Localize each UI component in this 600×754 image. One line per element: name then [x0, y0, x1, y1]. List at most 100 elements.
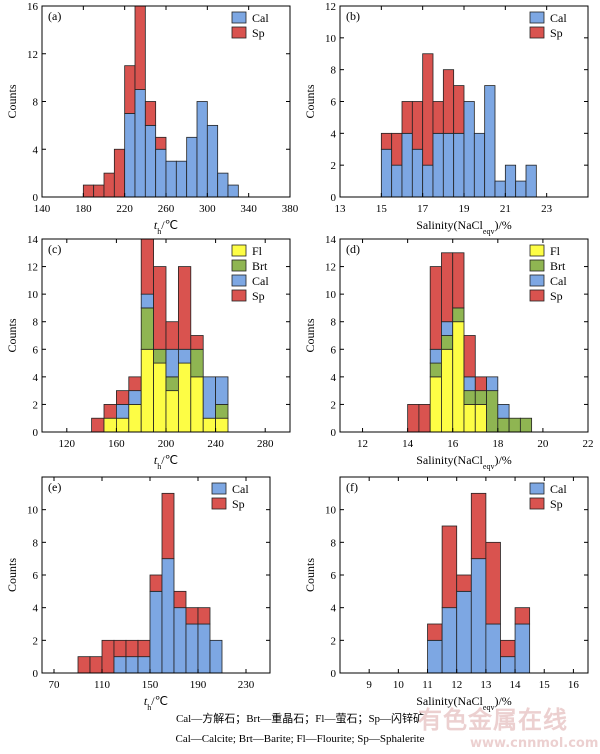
legend-label-cal: Cal — [252, 274, 269, 288]
legend-swatch-cal — [231, 11, 247, 24]
bar-fl-200 — [165, 390, 179, 433]
panel-label: (f) — [346, 480, 358, 494]
legend-swatch-sp — [211, 497, 227, 510]
y-tick-label: 4 — [331, 603, 337, 615]
bar-cal-14 — [514, 623, 531, 674]
panel-label: (a) — [48, 9, 61, 23]
bar-sp-240 — [144, 101, 157, 126]
x-tick-label: 10 — [393, 679, 405, 691]
x-tick-label: 23 — [541, 203, 553, 215]
x-tick-label: 200 — [158, 438, 175, 450]
bar-cal-200 — [165, 348, 179, 378]
bar-sp-210 — [177, 266, 192, 350]
y-tick-label: 4 — [331, 128, 337, 140]
bar-fl-220 — [190, 376, 204, 433]
bar-cal-200 — [209, 639, 223, 674]
bar-sp-14.5 — [418, 404, 431, 433]
bar-fl-150 — [103, 417, 117, 433]
bar-sp-180 — [82, 184, 95, 198]
legend-label-cal: Cal — [252, 11, 269, 25]
x-tick-label: 21 — [500, 203, 511, 215]
bar-cal-310 — [217, 172, 229, 198]
bar-cal-22 — [525, 164, 537, 198]
bar-sp-11.5 — [441, 525, 458, 609]
x-tick-label: 19 — [459, 203, 471, 215]
y-tick-label: 2 — [33, 399, 39, 411]
bar-fl-15 — [429, 376, 442, 433]
bar-fl-180 — [140, 348, 154, 433]
bar-sp-150 — [149, 574, 163, 592]
bar-cal-11 — [427, 639, 443, 674]
legend-label-fl: Fl — [550, 244, 561, 258]
bar-sp-160 — [116, 390, 130, 405]
bar-sp-140 — [137, 639, 151, 658]
bar-sp-14 — [407, 404, 420, 433]
bar-sp-13 — [485, 541, 501, 625]
bar-sp-100 — [89, 656, 103, 674]
y-tick-label: 4 — [33, 603, 39, 615]
x-tick-label: 18 — [492, 438, 504, 450]
bar-cal-21.5 — [515, 180, 527, 198]
bar-sp-13.5 — [500, 639, 516, 658]
bar-cal-15.5 — [441, 321, 454, 336]
bar-brt-16 — [452, 307, 465, 323]
bar-sp-18 — [442, 69, 455, 134]
bar-brt-19 — [519, 417, 533, 433]
x-tick-label: 9 — [366, 679, 372, 691]
y-tick-label: 14 — [27, 234, 39, 246]
plot-frame — [339, 238, 589, 433]
bar-sp-160 — [161, 492, 175, 560]
x-tick-label: 190 — [190, 679, 207, 691]
bar-sp-15 — [429, 266, 442, 350]
x-tick-label: 150 — [142, 679, 159, 691]
x-tick-label: 340 — [240, 203, 257, 215]
bar-sp-12 — [456, 574, 472, 592]
bar-cal-240 — [215, 376, 229, 405]
x-tick-label: 220 — [116, 203, 133, 215]
bar-sp-17.5 — [432, 101, 444, 134]
y-tick-label: 12 — [27, 49, 38, 61]
bar-cal-230 — [134, 89, 146, 198]
x-tick-label: 380 — [282, 203, 299, 215]
y-tick-label: 0 — [33, 668, 39, 680]
bar-fl-240 — [215, 417, 229, 433]
legend-label-sp: Sp — [550, 497, 563, 511]
x-tick-label: 12 — [357, 438, 368, 450]
legend-swatch-sp — [231, 26, 247, 39]
x-tick-label: 110 — [94, 679, 111, 691]
bar-sp-14 — [514, 607, 531, 625]
bar-cal-190 — [197, 623, 211, 674]
y-tick-label: 14 — [325, 234, 337, 246]
bar-sp-180 — [140, 238, 154, 295]
legend-swatch-cal — [211, 482, 227, 495]
bar-cal-13.5 — [500, 656, 516, 674]
legend-swatch-sp — [529, 497, 545, 510]
bar-cal-170 — [173, 607, 187, 674]
bar-brt-16.5 — [463, 390, 476, 405]
bar-sp-110 — [101, 639, 115, 674]
y-tick-label: 12 — [27, 262, 38, 274]
bar-fl-15.5 — [441, 348, 454, 433]
legend-swatch-brt — [231, 259, 247, 272]
y-tick-label: 4 — [33, 144, 39, 156]
y-tick-label: 8 — [33, 97, 39, 109]
bar-fl-16.5 — [463, 404, 476, 433]
bar-cal-16 — [401, 132, 413, 198]
y-tick-label: 10 — [325, 33, 337, 45]
x-tick-label: 17 — [417, 203, 429, 215]
y-axis-label: Counts — [5, 558, 19, 592]
x-tick-label: 180 — [75, 203, 92, 215]
bar-sp-16 — [401, 101, 413, 134]
bar-cal-18 — [497, 404, 510, 419]
y-tick-label: 2 — [331, 160, 337, 172]
y-axis-label: Counts — [5, 84, 19, 118]
watermark-logo-text: 有色金属在线 — [418, 706, 568, 734]
bar-cal-20 — [484, 85, 496, 198]
bar-cal-18.5 — [453, 132, 465, 198]
bar-sp-18.5 — [453, 85, 465, 134]
bar-sp-15.5 — [441, 252, 454, 323]
x-axis-label: Salinity(NaCleqv)/% — [416, 218, 512, 236]
bar-cal-130 — [125, 656, 139, 674]
y-tick-label: 16 — [27, 1, 39, 13]
